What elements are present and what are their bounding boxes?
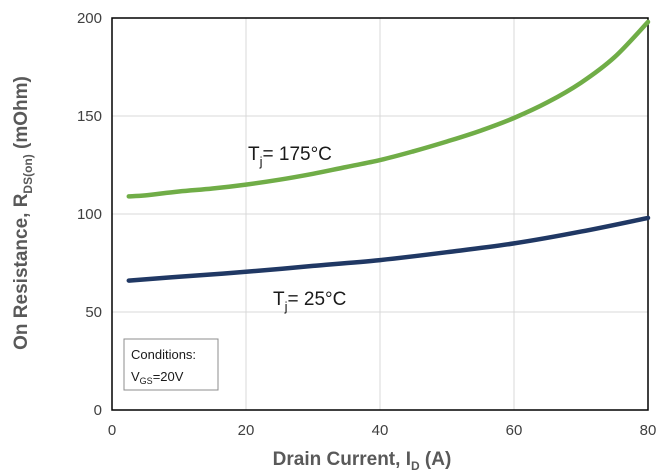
y-tick-label: 100	[77, 206, 102, 223]
conditions-box-border	[123, 338, 219, 391]
series-label-25c-main: T	[273, 289, 285, 310]
x-tick-label: 80	[640, 422, 657, 439]
conditions-vgs-main: V	[131, 369, 140, 384]
y-tick-labels: 0 50 100 150 200	[77, 10, 102, 419]
series-label-175c-tail: = 175°C	[263, 144, 332, 165]
series-label-25c: Tj= 25°C	[273, 289, 346, 314]
x-tick-label: 40	[372, 422, 389, 439]
y-tick-label: 150	[77, 108, 102, 125]
y-axis-title-sub: DS(on)	[21, 154, 35, 193]
series-label-175c-main: T	[248, 144, 260, 165]
x-tick-label: 20	[238, 422, 255, 439]
y-axis-title-tail: (mOhm)	[11, 76, 32, 154]
x-tick-label: 0	[108, 422, 116, 439]
conditions-vgs: VGS=20V	[131, 369, 184, 386]
x-tick-label: 60	[506, 422, 523, 439]
series-label-175c-sub: j	[259, 154, 263, 169]
plot-area	[111, 17, 649, 411]
conditions-title: Conditions:	[131, 347, 196, 362]
y-axis-title: On Resistance, RDS(on) (mOhm)	[11, 76, 35, 350]
conditions-vgs-sub: GS	[140, 376, 153, 386]
y-tick-label: 200	[77, 10, 102, 27]
series-label-25c-tail: = 25°C	[288, 289, 347, 310]
conditions-vgs-tail: =20V	[153, 369, 184, 384]
series-label-25c-sub: j	[284, 299, 288, 314]
x-axis-title-tail: (A)	[420, 449, 452, 470]
x-tick-labels: 0 20 40 60 80	[108, 422, 657, 439]
y-tick-label: 50	[85, 304, 102, 321]
series-label-175c: Tj= 175°C	[248, 144, 332, 169]
x-axis-title-sub: D	[411, 459, 420, 471]
series-line-175c	[126, 19, 651, 199]
series-layer	[126, 19, 651, 283]
conditions-box: Conditions: VGS=20V	[123, 338, 219, 391]
series-line-25c	[126, 215, 651, 283]
y-tick-label: 0	[94, 402, 102, 419]
x-axis-title-main: Drain Current, I	[273, 449, 411, 470]
x-axis-title: Drain Current, ID (A)	[273, 449, 452, 471]
y-axis-title-main: On Resistance, R	[11, 193, 32, 350]
